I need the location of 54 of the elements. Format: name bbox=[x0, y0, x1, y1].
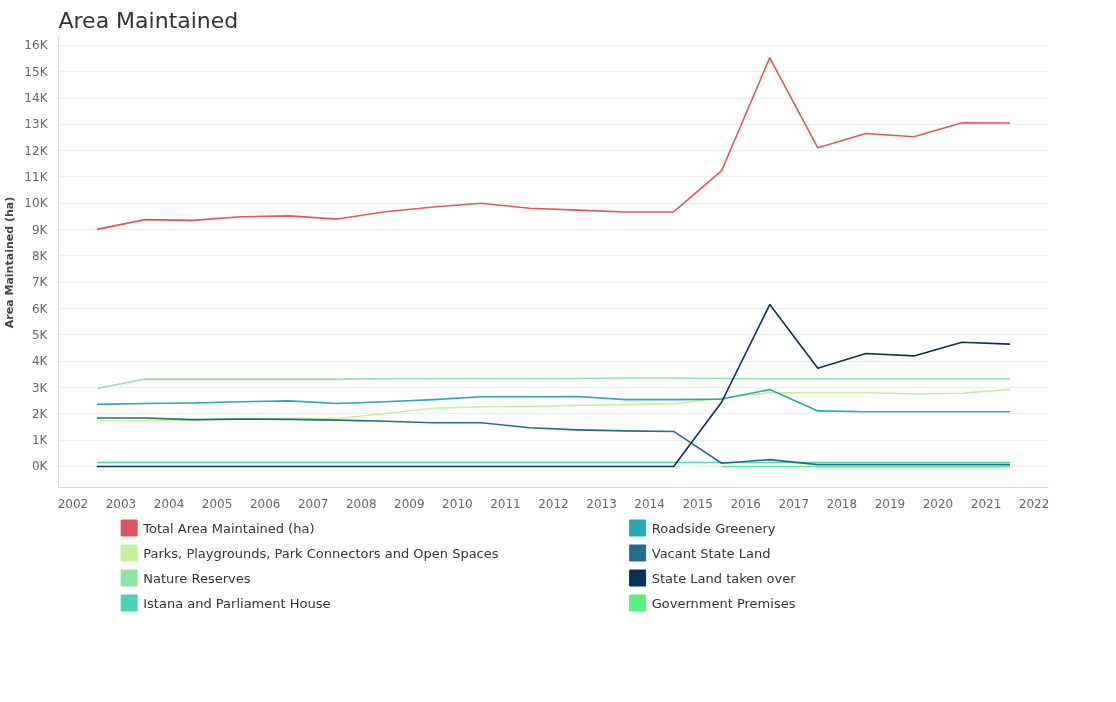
x-tick-label: 2002 bbox=[57, 496, 89, 511]
x-tick-label: 2016 bbox=[730, 496, 762, 511]
legend-label: Parks, Playgrounds, Park Connectors and Open Spaces bbox=[143, 545, 499, 561]
legend-label: Istana and Parliament House bbox=[143, 595, 331, 611]
x-tick-label: 2022 bbox=[1018, 496, 1050, 511]
x-tick-label: 2013 bbox=[586, 496, 617, 511]
y-tick-label: 1K bbox=[32, 433, 49, 448]
legend-label: Roadside Greenery bbox=[651, 520, 776, 536]
y-tick-label: 3K bbox=[32, 380, 49, 395]
y-tick-label: 11K bbox=[24, 169, 49, 184]
x-tick-label: 2010 bbox=[442, 496, 473, 511]
legend-label: State Land taken over bbox=[651, 570, 797, 586]
x-tick-label: 2014 bbox=[634, 496, 665, 511]
y-tick-label: 9K bbox=[32, 222, 49, 237]
line-series bbox=[96, 388, 1011, 422]
x-tick-label: 2011 bbox=[490, 496, 521, 511]
y-tick-label: 16K bbox=[24, 38, 49, 53]
x-tick-label: 2017 bbox=[778, 496, 810, 511]
x-tick-label: 2004 bbox=[153, 496, 185, 511]
x-tick-label: 2012 bbox=[538, 496, 569, 511]
legend-label: Total Area Maintained (ha) bbox=[142, 520, 315, 536]
y-tick-label: 4K bbox=[32, 354, 49, 369]
x-tick-label: 2008 bbox=[346, 496, 377, 511]
y-tick-label: 7K bbox=[32, 275, 49, 290]
y-tick-label: 8K bbox=[32, 248, 49, 263]
legend-label: Vacant State Land bbox=[651, 545, 771, 561]
y-tick-label: 6K bbox=[32, 301, 49, 316]
y-axis-title: Area Maintained (ha) bbox=[3, 196, 17, 329]
y-tick-label: 15K bbox=[24, 64, 49, 79]
y-tick-label: 12K bbox=[24, 143, 49, 158]
line-series bbox=[96, 377, 1011, 390]
legend-label: Government Premises bbox=[651, 595, 796, 611]
x-tick-label: 2020 bbox=[922, 496, 954, 511]
x-tick-label: 2021 bbox=[970, 496, 1002, 511]
x-tick-label: 2003 bbox=[105, 496, 137, 511]
x-tick-label: 2009 bbox=[394, 496, 425, 511]
legend-label: Nature Reserves bbox=[143, 570, 251, 586]
x-tick-label: 2019 bbox=[874, 496, 906, 511]
y-tick-label: 13K bbox=[24, 117, 49, 132]
y-tick-label: 10K bbox=[24, 196, 49, 211]
y-tick-label: 0K bbox=[32, 459, 49, 474]
line-series bbox=[96, 303, 1011, 468]
y-tick-label: 14K bbox=[24, 91, 49, 106]
line-series bbox=[96, 417, 1011, 466]
x-tick-label: 2015 bbox=[682, 496, 713, 511]
y-tick-label: 2K bbox=[32, 406, 49, 421]
y-tick-label: 5K bbox=[32, 327, 49, 342]
x-tick-label: 2006 bbox=[249, 496, 281, 511]
line-series bbox=[96, 56, 1011, 231]
x-tick-label: 2005 bbox=[201, 496, 233, 511]
x-tick-label: 2018 bbox=[826, 496, 858, 511]
x-tick-label: 2007 bbox=[297, 496, 329, 511]
line-series bbox=[96, 388, 1011, 413]
chart-title: Area Maintained bbox=[58, 7, 239, 33]
